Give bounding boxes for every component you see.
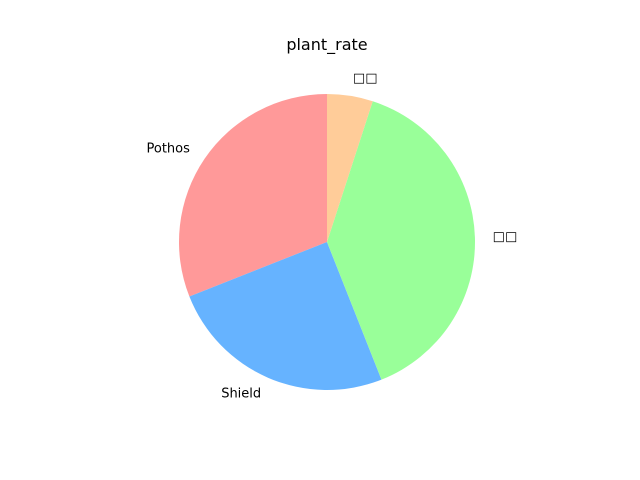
pie-slices [178,93,476,391]
pie-slice-1 [189,242,382,391]
chart-title: plant_rate [286,35,367,55]
pie-label-3: □□ [353,71,378,86]
pie-label-1: Shield [221,387,261,402]
pie-label-0: Pothos [146,141,190,156]
pie-slice-3 [327,93,373,242]
pie-slice-0 [178,94,327,297]
pie-slice-2 [327,101,476,380]
pie-label-2: □□ [493,229,518,244]
pie-labels: Pothos Shield □□ □□ [146,71,517,402]
